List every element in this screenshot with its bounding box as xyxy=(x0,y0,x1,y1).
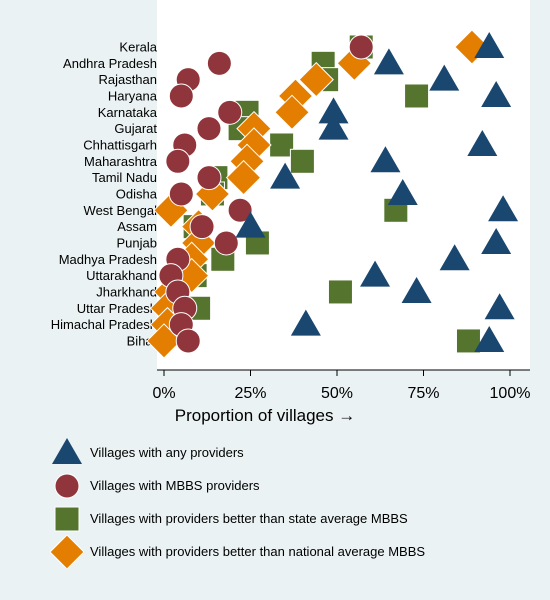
marker-triangle-gujarat xyxy=(318,113,349,140)
y-label-chhattisgarh: Chhattisgarh xyxy=(83,137,157,152)
marker-circle-assam xyxy=(189,214,215,240)
marker-circle-west-bengal xyxy=(227,197,253,223)
marker-triangle-kerala xyxy=(474,32,505,58)
x-tick-label-75: 75% xyxy=(407,385,439,402)
marker-triangle-andhra-pradesh xyxy=(373,48,404,75)
marker-diamond-rajasthan xyxy=(298,61,334,98)
legend-label: Villages with providers better than stat… xyxy=(90,511,408,526)
marker-triangle-rajasthan xyxy=(429,64,460,91)
legend-square-icon xyxy=(54,506,80,532)
y-label-jharkhand: Jharkhand xyxy=(96,284,157,299)
marker-diamond-tamil-nadu xyxy=(225,159,262,196)
legend-marker-triangle xyxy=(52,438,82,464)
marker-triangle-himachal-pradesh xyxy=(290,309,321,336)
x-tick-label-0: 0% xyxy=(152,385,175,402)
marker-triangle-uttarakhand xyxy=(360,260,391,287)
marker-triangle-haryana xyxy=(481,80,512,107)
marker-circle-karnataka xyxy=(217,99,243,125)
marker-triangle-odisha xyxy=(387,178,418,205)
y-label-bihar: Bihar xyxy=(127,333,158,348)
legend-circle-icon xyxy=(54,473,80,499)
y-label-kerala: Kerala xyxy=(119,40,157,55)
marker-circle-kerala xyxy=(348,34,374,60)
marker-circle-andhra-pradesh xyxy=(206,50,232,76)
y-label-madhya-pradesh: Madhya Pradesh xyxy=(59,252,157,267)
legend-diamond-icon xyxy=(50,535,84,568)
marker-circle-tamil-nadu xyxy=(196,165,222,191)
legend-item-circle: Villages with MBBS providers xyxy=(50,469,530,502)
x-tick-label-50: 50% xyxy=(321,385,353,402)
marker-circle-odisha xyxy=(168,181,194,207)
y-label-maharashtra: Maharashtra xyxy=(84,154,158,169)
legend-marker-diamond xyxy=(50,535,84,568)
marker-triangle-punjab xyxy=(481,227,512,254)
legend-marker-square xyxy=(54,506,80,532)
legend-item-triangle: Villages with any providers xyxy=(50,436,530,469)
y-label-uttarakhand: Uttarakhand xyxy=(86,268,157,283)
marker-triangle-tamil-nadu xyxy=(270,162,301,189)
marker-triangle-west-bengal xyxy=(488,195,519,222)
marker-triangle-chhattisgarh xyxy=(467,129,498,156)
y-label-assam: Assam xyxy=(117,219,157,234)
x-tick-label-100: 100% xyxy=(490,385,531,402)
marker-square-maharashtra xyxy=(289,148,315,174)
y-label-karnataka: Karnataka xyxy=(98,105,158,120)
legend-item-square: Villages with providers better than stat… xyxy=(50,502,530,535)
marker-triangle-karnataka xyxy=(318,97,349,124)
y-label-rajasthan: Rajasthan xyxy=(98,72,157,87)
marker-triangle-uttar-pradesh xyxy=(484,293,515,320)
marker-triangle-bihar xyxy=(474,325,505,352)
legend-label: Villages with any providers xyxy=(90,445,244,460)
y-label-himachal-pradesh: Himachal Pradesh xyxy=(51,317,157,332)
marker-diamond-karnataka xyxy=(274,94,310,131)
legend-triangle-icon xyxy=(52,438,82,464)
x-tick-label-25: 25% xyxy=(234,385,266,402)
marker-circle-bihar xyxy=(175,328,201,354)
marker-circle-punjab xyxy=(213,230,239,256)
y-label-andhra-pradesh: Andhra Pradesh xyxy=(63,56,157,71)
legend-item-diamond: Villages with providers better than nati… xyxy=(50,535,530,568)
marker-square-chhattisgarh xyxy=(269,132,295,158)
marker-triangle-jharkhand xyxy=(401,276,432,303)
marker-triangle-madhya-pradesh xyxy=(439,244,470,271)
x-axis-title: Proportion of villages → xyxy=(175,406,355,425)
marker-square-jharkhand xyxy=(327,279,353,305)
y-label-tamil-nadu: Tamil Nadu xyxy=(92,170,157,185)
legend: Villages with any providers Villages with… xyxy=(50,436,530,568)
marker-triangle-assam xyxy=(235,211,266,238)
marker-triangle-maharashtra xyxy=(370,146,401,173)
marker-circle-maharashtra xyxy=(165,148,191,174)
y-label-uttar-pradesh: Uttar Pradesh xyxy=(77,301,157,316)
legend-marker-circle xyxy=(54,473,80,499)
legend-label: Villages with providers better than nati… xyxy=(90,544,426,559)
y-label-west-bengal: West Bengal xyxy=(84,203,158,218)
y-label-haryana: Haryana xyxy=(108,88,158,103)
marker-circle-gujarat xyxy=(196,116,222,142)
y-label-punjab: Punjab xyxy=(117,235,157,250)
y-label-gujarat: Gujarat xyxy=(114,121,157,136)
y-label-odisha: Odisha xyxy=(116,186,158,201)
marker-square-haryana xyxy=(404,83,430,109)
marker-circle-haryana xyxy=(168,83,194,109)
legend-label: Villages with MBBS providers xyxy=(90,478,260,493)
